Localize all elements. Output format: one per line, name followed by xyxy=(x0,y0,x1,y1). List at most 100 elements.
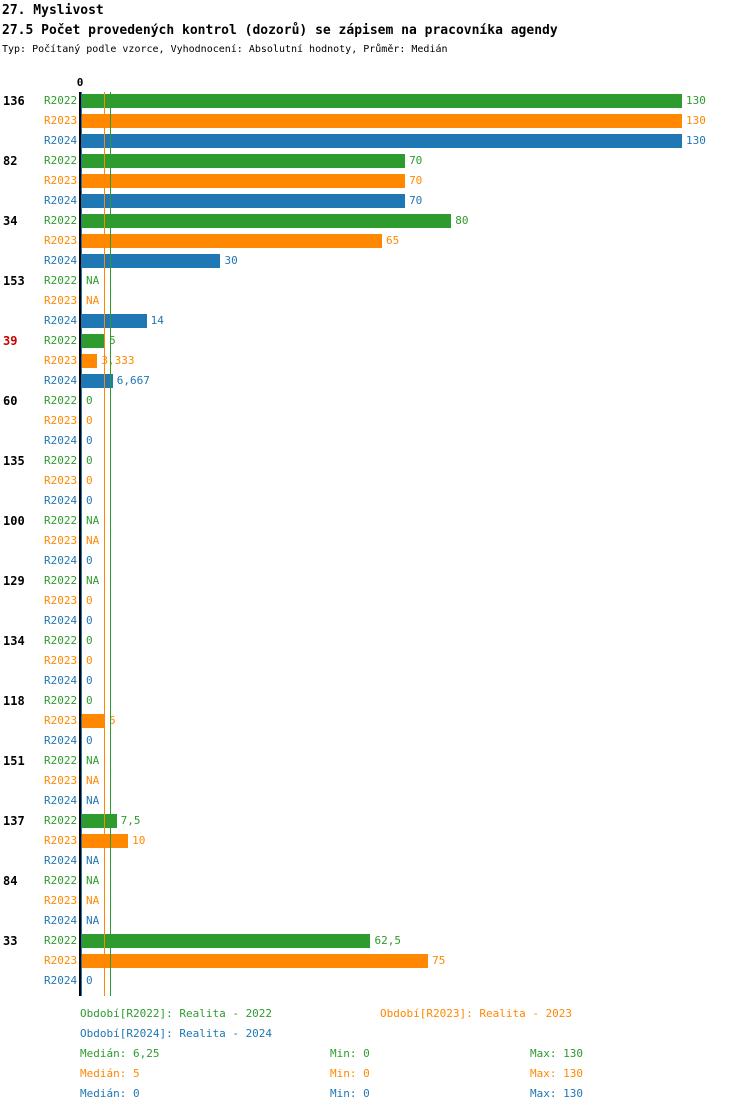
series-label: R2022 xyxy=(44,214,78,227)
series-label: R2024 xyxy=(44,314,78,327)
series-label: R2024 xyxy=(44,194,78,207)
bar-value-label: NA xyxy=(86,794,100,807)
legend-item-r2023: Období[R2023]: Realita - 2023 xyxy=(380,1007,573,1020)
series-label: R2024 xyxy=(44,254,78,267)
bar-value-label: 0 xyxy=(86,554,93,567)
bar xyxy=(82,254,221,268)
series-label: R2023 xyxy=(44,774,78,787)
group-id-label: 136 xyxy=(3,94,25,108)
bar xyxy=(82,194,406,208)
stat-min-r2024: Min: 0 xyxy=(330,1087,370,1100)
group-id-label: 60 xyxy=(3,394,18,408)
bar-value-label: NA xyxy=(86,774,100,787)
bar-value-label: 0 xyxy=(86,734,93,747)
legend-item-r2022: Období[R2022]: Realita - 2022 xyxy=(80,1007,273,1020)
median-line-r2022 xyxy=(109,92,111,996)
group-id-label: 118 xyxy=(3,694,25,708)
bar-value-label: 70 xyxy=(409,174,423,187)
group-id-label: 137 xyxy=(3,814,25,828)
series-label: R2023 xyxy=(44,594,78,607)
series-label: R2024 xyxy=(44,494,78,507)
series-label: R2024 xyxy=(44,794,78,807)
stat-median-r2023: Medián: 5 xyxy=(80,1067,140,1080)
series-label: R2023 xyxy=(44,474,78,487)
bar xyxy=(82,154,406,168)
bar-value-label: 5 xyxy=(109,714,116,727)
group-id-label: 84 xyxy=(3,874,18,888)
series-label: R2023 xyxy=(44,954,78,967)
bar xyxy=(82,814,117,828)
series-label: R2022 xyxy=(44,394,78,407)
stat-min-r2023: Min: 0 xyxy=(330,1067,370,1080)
series-label: R2023 xyxy=(44,174,78,187)
series-label: R2024 xyxy=(44,674,78,687)
bar-value-label: 30 xyxy=(224,254,238,267)
bar-value-label: 62,5 xyxy=(374,934,401,947)
bar xyxy=(82,374,113,388)
bar xyxy=(82,174,406,188)
bar-value-label: 0 xyxy=(86,694,93,707)
stat-max-r2024: Max: 130 xyxy=(530,1087,583,1100)
chart-meta: Typ: Počítaný podle vzorce, Vyhodnocení:… xyxy=(2,44,448,55)
series-label: R2022 xyxy=(44,694,78,707)
bar xyxy=(82,314,147,328)
group-id-label: 151 xyxy=(3,754,25,768)
bar-value-label: 0 xyxy=(86,494,93,507)
series-label: R2024 xyxy=(44,734,78,747)
bar-value-label: 75 xyxy=(432,954,446,967)
series-label: R2023 xyxy=(44,534,78,547)
series-label: R2024 xyxy=(44,914,78,927)
chart-title: 27. Myslivost xyxy=(2,3,104,18)
group-id-label: 33 xyxy=(3,934,18,948)
series-label: R2023 xyxy=(44,234,78,247)
series-label: R2022 xyxy=(44,454,78,467)
series-label: R2023 xyxy=(44,354,78,367)
series-label: R2022 xyxy=(44,274,78,287)
bar-value-label: 0 xyxy=(86,614,93,627)
bar-value-label: 14 xyxy=(150,314,164,327)
group-id-label: 82 xyxy=(3,154,18,168)
bar-value-label: 0 xyxy=(86,634,93,647)
series-label: R2024 xyxy=(44,614,78,627)
bar-value-label: NA xyxy=(86,754,100,767)
bar-value-label: 65 xyxy=(386,234,400,247)
group-id-label: 129 xyxy=(3,574,25,588)
group-id-label: 134 xyxy=(3,634,25,648)
bar xyxy=(82,834,129,848)
bar-value-label: NA xyxy=(86,854,100,867)
bar xyxy=(82,214,452,228)
bar-value-label: NA xyxy=(86,514,100,527)
bar xyxy=(82,934,371,948)
bar-value-label: 0 xyxy=(86,654,93,667)
series-label: R2023 xyxy=(44,834,78,847)
group-id-label: 34 xyxy=(3,214,18,228)
bar-value-label: NA xyxy=(86,574,100,587)
bar-value-label: 0 xyxy=(86,394,93,407)
bar-value-label: 80 xyxy=(455,214,469,227)
series-label: R2022 xyxy=(44,94,78,107)
bar-value-label: 7,5 xyxy=(120,814,141,827)
bar-value-label: NA xyxy=(86,534,100,547)
median-line-r2024 xyxy=(81,92,82,996)
series-label: R2023 xyxy=(44,414,78,427)
bar xyxy=(82,134,682,148)
bar-value-label: 0 xyxy=(86,974,93,987)
series-label: R2022 xyxy=(44,934,78,947)
group-id-label: 100 xyxy=(3,514,25,528)
series-label: R2023 xyxy=(44,114,78,127)
bar-value-label: 10 xyxy=(132,834,146,847)
bar xyxy=(82,94,682,108)
series-label: R2023 xyxy=(44,294,78,307)
bar-value-label: 130 xyxy=(686,114,706,127)
bar-value-label: 70 xyxy=(409,154,423,167)
group-id-label: 153 xyxy=(3,274,25,288)
stat-max-r2022: Max: 130 xyxy=(530,1047,583,1060)
bar-value-label: NA xyxy=(86,874,100,887)
bar-value-label: 0 xyxy=(86,474,93,487)
series-label: R2024 xyxy=(44,134,78,147)
series-label: R2024 xyxy=(44,554,78,567)
bar-value-label: 0 xyxy=(86,434,93,447)
legend-item-r2024: Období[R2024]: Realita - 2024 xyxy=(80,1027,273,1040)
series-label: R2023 xyxy=(44,894,78,907)
y-axis-line xyxy=(79,92,81,996)
